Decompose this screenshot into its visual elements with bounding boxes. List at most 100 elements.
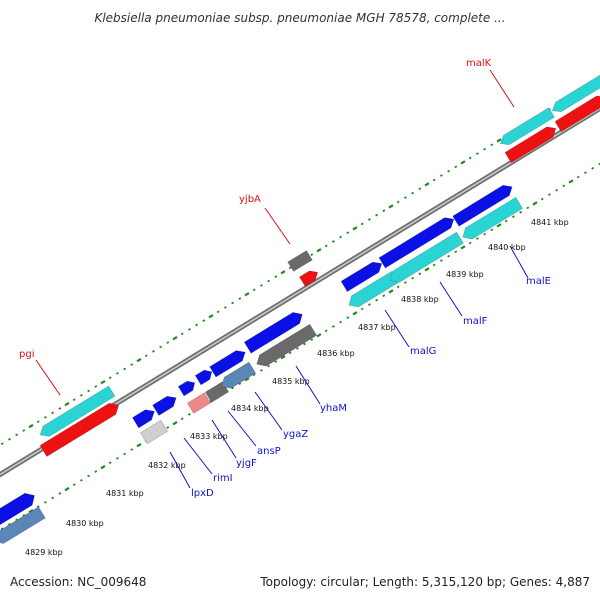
cds-block-malf-cyan — [389, 231, 464, 283]
tick-mark — [382, 294, 386, 298]
tick-mark — [280, 355, 286, 360]
cds-block-malk-cyan-2 — [551, 74, 600, 113]
gene-leader-line — [183, 437, 213, 475]
gene-label-yham[interactable]: yhaM — [320, 403, 347, 414]
tick-mark — [382, 209, 386, 213]
tick-mark — [367, 218, 371, 221]
cds-block-malg — [340, 261, 383, 293]
tick-mark — [418, 187, 422, 191]
feature-yjba-red — [299, 270, 319, 287]
tick-mark — [252, 373, 256, 377]
gene-leader-line — [439, 281, 463, 317]
tick-mark — [388, 204, 394, 209]
tick-mark — [172, 421, 178, 426]
tick-mark — [108, 376, 112, 380]
kbp-label: 4829 kbp — [25, 548, 63, 557]
tick-mark — [51, 496, 55, 500]
tick-mark — [316, 333, 322, 338]
tick-mark — [115, 456, 119, 460]
tick-mark — [252, 288, 256, 292]
tick-mark — [576, 175, 580, 179]
tick-mark — [274, 360, 278, 363]
gene-label-yjgf[interactable]: yjgF — [236, 458, 257, 469]
kbp-label: 4840 kbp — [488, 243, 526, 252]
tick-mark — [310, 253, 314, 257]
inner-tick-track — [0, 162, 600, 530]
gene-label-malf[interactable]: malF — [463, 316, 488, 327]
tick-mark — [352, 226, 358, 231]
tick-mark — [324, 329, 328, 333]
gene-label-malg[interactable]: malG — [410, 346, 436, 357]
accession-label: Accession: NC_009648 — [10, 575, 146, 589]
tick-mark — [166, 341, 170, 344]
gene-leader-line — [509, 245, 529, 279]
tick-mark — [136, 443, 142, 448]
tick-mark — [231, 301, 235, 305]
tick-mark — [468, 241, 472, 245]
tick-mark — [0, 442, 4, 445]
tick-mark — [475, 237, 479, 240]
tick-mark — [280, 270, 286, 275]
cds-block-male-cyan — [462, 196, 524, 240]
gene-label-rimi[interactable]: rimI — [213, 473, 233, 484]
tick-mark — [432, 263, 436, 267]
cds-block-lpxd — [132, 409, 155, 429]
gene-label-ygaz[interactable]: ygaZ — [283, 429, 308, 440]
kbp-label: 4839 kbp — [446, 270, 484, 279]
tick-mark — [223, 306, 227, 309]
cds-block-malf — [378, 217, 455, 269]
tick-mark — [43, 500, 47, 504]
cds-block-malk-red-2 — [554, 95, 600, 133]
gene-label-lpxd[interactable]: lpxD — [191, 488, 214, 499]
tick-mark — [396, 285, 400, 289]
tick-mark — [244, 377, 250, 382]
tick-mark — [231, 386, 235, 390]
gene-label-yjba[interactable]: yjbA — [239, 194, 261, 205]
tick-mark — [316, 248, 322, 253]
tick-mark — [424, 182, 430, 187]
kbp-label: 4830 kbp — [66, 519, 104, 528]
gene-leader-line — [169, 451, 191, 489]
tick-mark — [295, 347, 299, 350]
feature-yham-grey — [256, 323, 318, 367]
gene-label-male[interactable]: malE — [526, 276, 551, 287]
tick-mark — [555, 188, 559, 192]
tick-mark — [151, 350, 155, 353]
cds-block-malk-red — [504, 126, 557, 164]
tick-mark — [208, 314, 214, 319]
gene-leader-line — [227, 410, 257, 447]
tick-mark — [490, 228, 494, 232]
tick-mark — [130, 363, 134, 366]
tick-mark — [100, 464, 106, 470]
kbp-scale: 4829 kbp 4830 kbp 4831 kbp 4832 kbp 4833 kbp… — [25, 218, 569, 557]
tick-mark — [187, 413, 191, 416]
gene-label-ansp[interactable]: ansP — [257, 446, 281, 457]
tick-mark — [216, 310, 220, 314]
tick-mark — [418, 272, 422, 276]
tick-mark — [532, 201, 538, 206]
tick-mark — [346, 231, 350, 235]
tick-mark — [166, 426, 170, 429]
tick-mark — [439, 259, 443, 262]
kbp-label: 4833 kbp — [190, 432, 228, 441]
tick-mark — [346, 316, 350, 320]
gene-label-pgi[interactable]: pgi — [19, 349, 34, 360]
kbp-label: 4841 kbp — [531, 218, 569, 227]
tick-mark — [94, 385, 98, 388]
tick-mark — [288, 351, 292, 355]
tick-mark — [475, 152, 479, 155]
gene-label-layer: malK yjbA pgi malE malF malG yhaM ygaZansPyjgFr… — [19, 58, 551, 499]
cds-block-yjgf — [177, 380, 196, 397]
tick-mark — [79, 478, 83, 482]
tick-mark — [403, 196, 407, 199]
tick-mark — [339, 320, 343, 324]
cds-block-male — [452, 184, 513, 227]
tick-mark — [108, 461, 112, 465]
tick-mark — [180, 332, 184, 336]
tick-mark — [274, 275, 278, 278]
tick-mark — [360, 307, 364, 311]
feature-ygaz-grey — [204, 381, 230, 403]
gene-label-malk[interactable]: malK — [466, 58, 492, 69]
